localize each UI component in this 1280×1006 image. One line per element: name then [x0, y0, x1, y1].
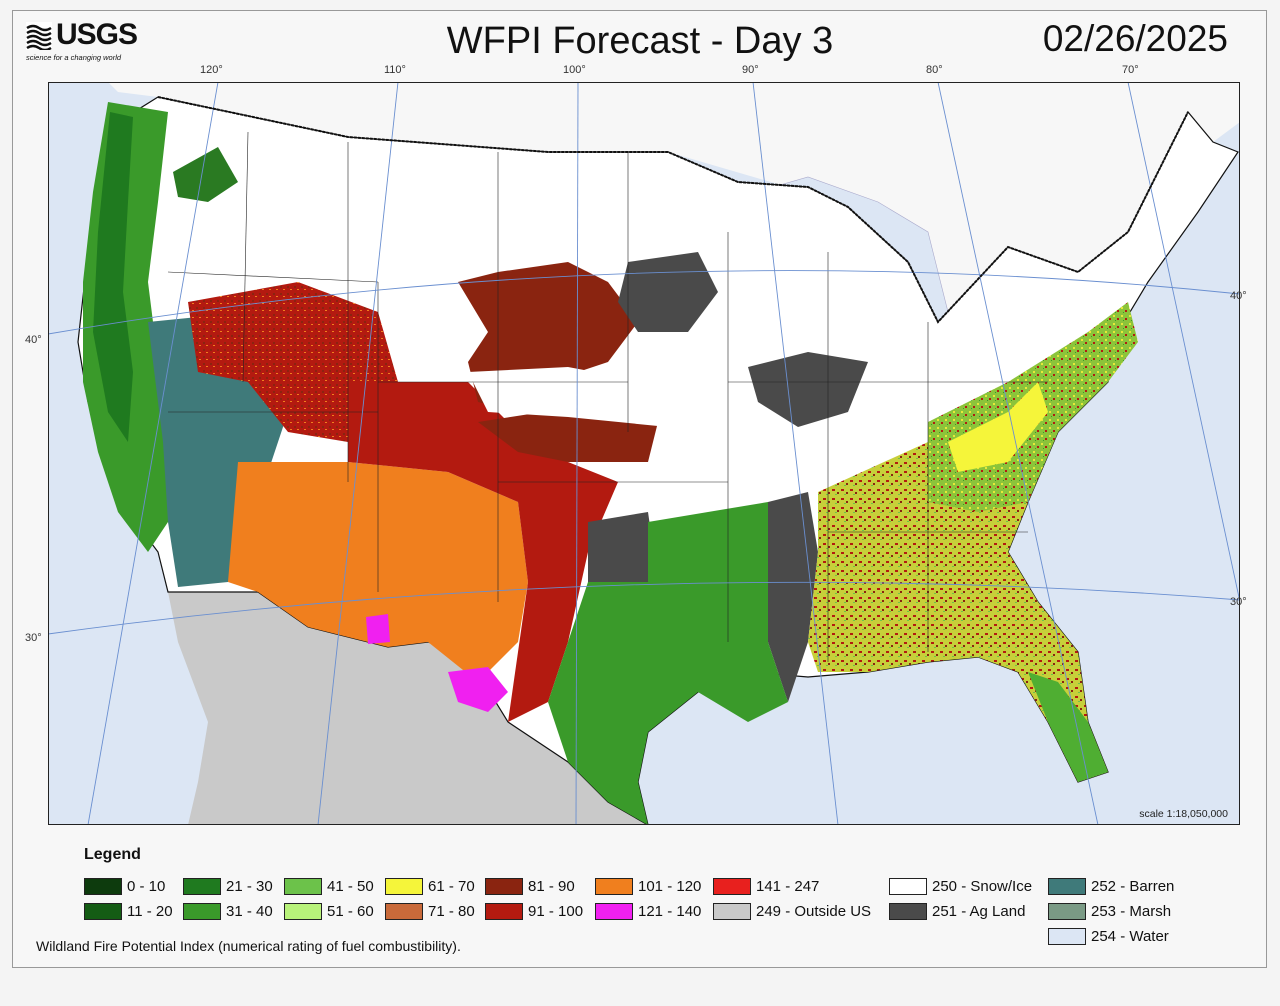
region-montana-green — [173, 147, 238, 202]
graticule — [48, 82, 1240, 825]
legend-swatch — [485, 902, 523, 920]
longitude-label-5: 80° — [926, 64, 943, 76]
legend-item: 91 - 100 — [485, 902, 583, 920]
region-yellow-appalachia — [948, 382, 1048, 472]
latitude-label-west-30: 30° — [25, 632, 42, 644]
map-title: WFPI Forecast - Day 3 — [446, 20, 834, 62]
legend-item: 249 - Outside US — [713, 902, 871, 920]
longitude-label-4: 90° — [742, 64, 759, 76]
legend-swatch — [1048, 877, 1086, 895]
international-border — [157, 96, 1189, 324]
legend-item: 250 - Snow/Ice — [889, 877, 1032, 895]
mexico-land — [168, 592, 648, 825]
legend-item: 81 - 90 — [485, 877, 575, 895]
legend-label: 21 - 30 — [226, 877, 273, 895]
legend-item: 253 - Marsh — [1048, 902, 1171, 920]
legend-item: 51 - 60 — [284, 902, 374, 920]
forecast-date: 02/26/2025 — [1042, 18, 1228, 59]
legend-swatch — [1048, 927, 1086, 945]
legend-label: 11 - 20 — [127, 902, 173, 920]
latitude-label-west-40: 40° — [25, 334, 42, 346]
legend-label: 0 - 10 — [127, 877, 166, 895]
legend-label: 81 - 90 — [528, 877, 575, 895]
legend-item: 61 - 70 — [385, 877, 475, 895]
region-agland-iowa — [748, 352, 868, 427]
legend-swatch — [385, 877, 423, 895]
legend-label: 251 - Ag Land — [932, 902, 1026, 920]
legend-swatch — [889, 902, 927, 920]
latitude-label-east-40: 40° — [1230, 290, 1247, 302]
canada-land — [108, 82, 1240, 322]
legend-swatch — [183, 902, 221, 920]
region-florida-green — [1028, 672, 1108, 782]
legend-item: 21 - 30 — [183, 877, 273, 895]
legend-swatch — [385, 902, 423, 920]
longitude-label-6: 70° — [1122, 64, 1139, 76]
legend-label: 101 - 120 — [638, 877, 702, 895]
region-plains-darkred — [348, 382, 618, 722]
legend-swatch — [1048, 902, 1086, 920]
legend-item: 121 - 140 — [595, 902, 701, 920]
legend-item: 251 - Ag Land — [889, 902, 1025, 920]
legend-item: 11 - 20 — [84, 902, 173, 920]
legend-item: 101 - 120 — [595, 877, 701, 895]
logo-text: USGS — [56, 18, 138, 51]
longitude-label-3: 100° — [563, 64, 586, 76]
legend-swatch — [595, 877, 633, 895]
legend-swatch — [284, 902, 322, 920]
legend-item: 31 - 40 — [183, 902, 273, 920]
legend-label: 71 - 80 — [428, 902, 475, 920]
legend-title: Legend — [84, 846, 141, 863]
latitude-label-east-30: 30° — [1230, 596, 1247, 608]
region-magenta-tx — [448, 667, 508, 712]
state-borders — [167, 131, 1048, 662]
region-magenta-nm — [366, 614, 390, 644]
legend-label: 253 - Marsh — [1091, 902, 1172, 920]
legend-item: 141 - 247 — [713, 877, 819, 895]
legend-item: 252 - Barren — [1048, 877, 1174, 895]
legend-item: 41 - 50 — [284, 877, 374, 895]
legend-swatch — [713, 877, 751, 895]
legend-swatch — [713, 902, 751, 920]
legend-label: 91 - 100 — [528, 902, 584, 920]
legend-label: 141 - 247 — [756, 877, 820, 895]
legend-swatch — [889, 877, 927, 895]
region-greatbasin-red — [188, 282, 398, 442]
region-coast-darkgreen — [93, 112, 133, 442]
legend-item: 0 - 10 — [84, 877, 165, 895]
legend-label: 254 - Water — [1091, 927, 1169, 945]
legend-label: 249 - Outside US — [756, 902, 872, 920]
legend-swatch — [595, 902, 633, 920]
wfpi-map — [48, 82, 1240, 825]
legend-swatch — [183, 877, 221, 895]
longitude-label-1: 120° — [200, 64, 223, 76]
legend-label: 250 - Snow/Ice — [932, 877, 1033, 895]
usgs-wave-icon — [26, 22, 52, 50]
map-scale: scale 1:18,050,000 — [1139, 808, 1228, 820]
legend-swatch — [284, 877, 322, 895]
legend-item: 254 - Water — [1048, 927, 1169, 945]
legend-item: 71 - 80 — [385, 902, 475, 920]
footnote: Wildland Fire Potential Index (numerical… — [36, 938, 461, 954]
longitude-label-2: 110° — [384, 64, 406, 76]
legend-label: 31 - 40 — [226, 902, 273, 920]
legend-swatch — [84, 877, 122, 895]
legend-label: 252 - Barren — [1091, 877, 1175, 895]
legend-label: 51 - 60 — [327, 902, 374, 920]
legend-swatch — [485, 877, 523, 895]
legend-label: 61 - 70 — [428, 877, 475, 895]
logo-tagline: science for a changing world — [26, 53, 122, 62]
usgs-logo: USGS science for a changing world — [26, 20, 146, 64]
legend-swatch — [84, 902, 122, 920]
legend-label: 121 - 140 — [638, 902, 702, 920]
legend-label: 41 - 50 — [327, 877, 374, 895]
